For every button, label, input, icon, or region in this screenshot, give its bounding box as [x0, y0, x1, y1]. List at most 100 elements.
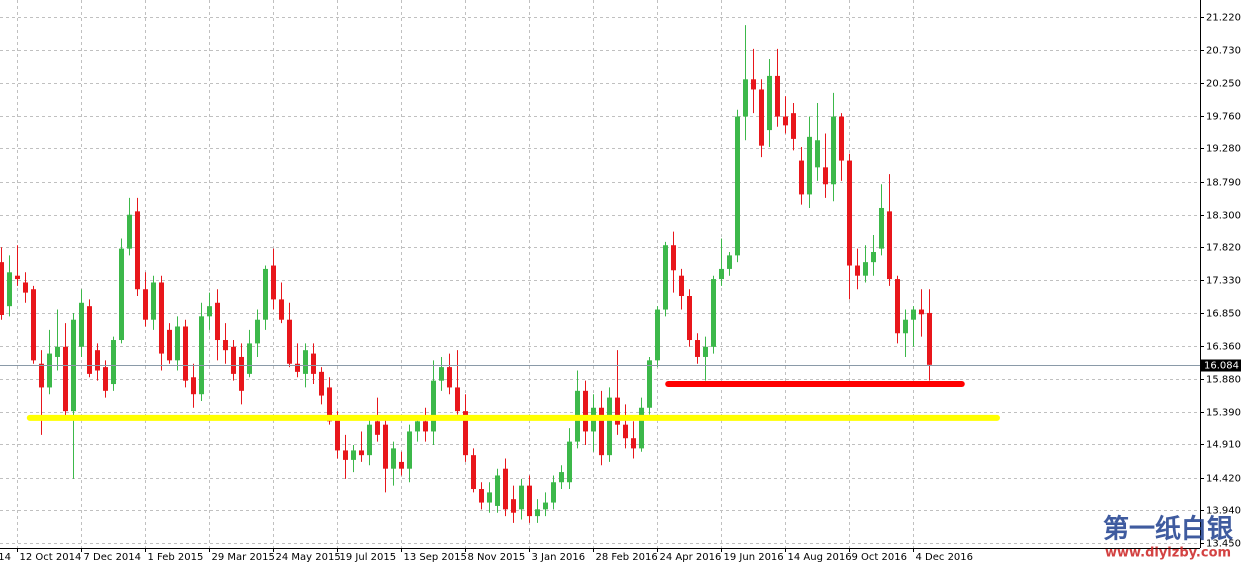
candle-body	[127, 214, 132, 249]
candle-body	[79, 302, 84, 347]
candle-body	[559, 472, 564, 483]
candle-body	[287, 319, 292, 364]
candle-body	[15, 275, 20, 280]
y-tick-label: 19.760	[1206, 112, 1241, 123]
candle-body	[519, 485, 524, 510]
candle-body	[647, 360, 652, 408]
y-tick-label: 13.940	[1206, 506, 1241, 517]
y-tick-label: 14.420	[1206, 474, 1241, 485]
candle-body	[0, 262, 4, 315]
candle-body	[863, 262, 868, 276]
y-tick-label: 20.250	[1206, 79, 1241, 90]
x-tick-label: 29 Mar 2015	[212, 552, 275, 563]
candle-body	[263, 268, 268, 320]
candle-body	[423, 421, 428, 432]
candle-body	[343, 450, 348, 460]
x-tick-label: 1 Feb 2015	[148, 552, 204, 563]
candle-body	[663, 245, 668, 310]
candle-body	[39, 363, 44, 388]
candle-body	[311, 353, 316, 374]
candle-body	[535, 509, 540, 517]
candle-body	[543, 502, 548, 510]
watermark-url: www.diyizby.com	[1105, 546, 1231, 561]
y-tick-label: 15.880	[1206, 375, 1241, 386]
x-tick-label: 28 Feb 2016	[596, 552, 658, 563]
last-price-box	[1201, 359, 1241, 372]
candle-body	[183, 326, 188, 381]
candle-body	[87, 306, 92, 374]
last-price-label: 16.084	[1204, 361, 1239, 372]
candle-body	[719, 268, 724, 280]
candle-body	[439, 367, 444, 381]
candle-body	[799, 160, 804, 195]
candle-body	[855, 265, 860, 276]
y-tick-label: 16.850	[1206, 309, 1241, 320]
candle-body	[615, 397, 620, 425]
y-tick-label: 18.300	[1206, 211, 1241, 222]
candle-body	[527, 485, 532, 517]
candle-body	[495, 475, 500, 506]
x-tick-label: 7 Dec 2014	[84, 552, 142, 563]
candle-body	[239, 356, 244, 391]
candle-body	[807, 136, 812, 195]
candle-body	[295, 363, 300, 372]
candle-body	[255, 319, 260, 344]
candle-body	[199, 316, 204, 395]
candle-body	[367, 424, 372, 456]
candle-body	[119, 248, 124, 341]
candle-body	[375, 421, 380, 435]
candle-body	[655, 309, 660, 361]
candle-body	[823, 167, 828, 185]
candle-body	[231, 346, 236, 374]
candle-body	[847, 160, 852, 266]
candle-body	[471, 455, 476, 490]
x-tick-label: 8 Nov 2015	[468, 552, 526, 563]
candle-body	[431, 380, 436, 432]
candle-body	[695, 340, 700, 357]
candle-body	[631, 438, 636, 449]
y-tick-label: 18.790	[1206, 178, 1241, 189]
candle-body	[167, 329, 172, 361]
candle-body	[735, 116, 740, 256]
candle-body	[359, 450, 364, 456]
y-tick-label: 17.330	[1206, 276, 1241, 287]
candle-body	[895, 279, 900, 334]
x-tick-label: 9 Oct 2016	[852, 552, 907, 563]
x-tick-label: 12 Oct 2014	[20, 552, 82, 563]
x-tick-label: 14	[0, 552, 11, 563]
candle-body	[919, 309, 924, 315]
y-tick-label: 20.730	[1206, 46, 1241, 57]
candle-body	[407, 431, 412, 469]
candle-body	[887, 211, 892, 280]
candle-body	[551, 482, 556, 503]
candle-body	[95, 350, 100, 371]
x-tick-label: 24 Apr 2016	[660, 552, 722, 563]
candle-body	[871, 251, 876, 263]
candle-body	[639, 407, 644, 449]
candle-body	[487, 492, 492, 503]
candle-body	[783, 116, 788, 126]
candle-body	[23, 282, 28, 293]
candle-body	[607, 397, 612, 456]
candle-body	[599, 407, 604, 456]
candle-body	[247, 343, 252, 374]
candle-body	[927, 312, 932, 365]
y-tick-label: 19.280	[1206, 144, 1241, 155]
candle-body	[479, 489, 484, 503]
y-tick-label: 21.220	[1206, 13, 1241, 24]
watermark-title: 第一纸白银	[1103, 514, 1234, 545]
candle-body	[215, 302, 220, 341]
candle-body	[751, 79, 756, 90]
candle-body	[567, 441, 572, 483]
candle-body	[47, 353, 52, 388]
candle-body	[7, 272, 12, 307]
candle-body	[727, 255, 732, 269]
candle-body	[767, 75, 772, 131]
candle-body	[351, 450, 356, 460]
candle-body	[271, 265, 276, 300]
y-tick-label: 16.360	[1206, 342, 1241, 353]
candle-body	[879, 207, 884, 249]
candle-body	[759, 89, 764, 146]
candle-body	[711, 279, 716, 347]
y-tick-label: 14.910	[1206, 440, 1241, 451]
